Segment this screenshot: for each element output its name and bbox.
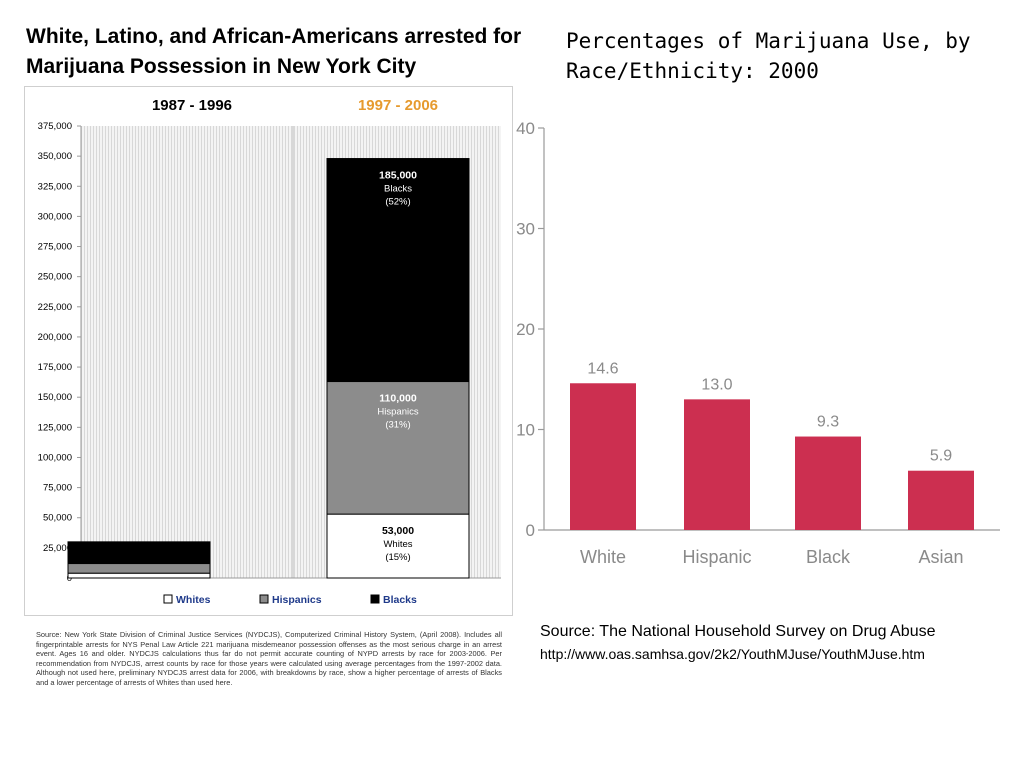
y-tick-label: 30 (516, 220, 535, 239)
bar-segment-blacks (326, 158, 470, 383)
period-label: 1987 - 1996 (152, 97, 232, 114)
marijuana-use-bar-chart: 0 10 20 30 40 14.6 White 13.0 Hispanic 9.3 Black 5… (516, 119, 1000, 567)
bar-asian (908, 470, 974, 530)
y-tick-label: 0 (526, 521, 535, 540)
y-tick-label: 50,000 (43, 513, 72, 524)
y-tick-label: 150,000 (38, 392, 72, 403)
y-tick-label: 200,000 (38, 332, 72, 343)
bar-segment-whites (326, 513, 470, 579)
arrests-source-note: Source: New York State Division of Crimi… (36, 630, 502, 687)
segment-annotation: Whites (383, 539, 412, 550)
y-tick-label: 275,000 (38, 242, 72, 253)
y-tick-label: 175,000 (38, 362, 72, 373)
x-tick-label: Asian (918, 547, 963, 567)
y-tick-label: 10 (516, 421, 535, 440)
y-tick-label: 300,000 (38, 211, 72, 222)
segment-annotation: (31%) (385, 420, 410, 431)
use-source-url[interactable]: http://www.oas.samhsa.gov/2k2/YouthMJuse… (540, 646, 925, 662)
period-label: 1997 - 2006 (358, 97, 438, 114)
x-tick-label: Black (806, 547, 851, 567)
segment-annotation: Blacks (384, 184, 412, 195)
use-source-note: Source: The National Household Survey on… (540, 623, 936, 640)
y-tick-label: 325,000 (38, 181, 72, 192)
y-tick-label: 20 (516, 320, 535, 339)
legend-swatch-blacks (370, 594, 380, 604)
legend-swatch-whites (163, 594, 173, 604)
y-tick-label: 25,000 (43, 543, 72, 554)
y-tick-label: 75,000 (43, 483, 72, 494)
bar-value-label: 5.9 (930, 448, 952, 465)
bar-hispanic (684, 399, 750, 530)
y-tick-label: 375,000 (38, 121, 72, 132)
right-chart-title: Percentages of Marijuana Use, by Race/Et… (566, 29, 971, 83)
bar-segment-hispanics (67, 563, 211, 574)
y-tick-label: 250,000 (38, 272, 72, 283)
left-chart-title: White, Latino, and African-Americans arr… (26, 25, 522, 78)
arrests-stacked-bar-chart: 025,00050,00075,000100,000125,000150,000… (38, 97, 501, 606)
segment-annotation: 185,000 (379, 170, 417, 182)
bar-value-label: 14.6 (587, 360, 618, 377)
y-tick-label: 100,000 (38, 452, 72, 463)
y-tick-label: 125,000 (38, 422, 72, 433)
bar-segment-blacks (67, 541, 211, 565)
segment-annotation: (52%) (385, 197, 410, 208)
x-tick-label: White (580, 547, 626, 567)
bar-value-label: 13.0 (701, 376, 732, 393)
segment-annotation: (15%) (385, 552, 410, 563)
bar-white (570, 383, 636, 530)
legend-label-blacks: Blacks (383, 594, 417, 606)
bar-black (795, 436, 861, 530)
segment-annotation: 110,000 (379, 393, 417, 405)
legend-label-hispanics: Hispanics (272, 594, 322, 606)
y-tick-label: 225,000 (38, 302, 72, 313)
bar-segment-hispanics (326, 381, 470, 515)
x-tick-label: Hispanic (682, 547, 751, 567)
legend-swatch-hispanics (259, 594, 269, 604)
legend-label-whites: Whites (176, 594, 211, 606)
segment-annotation: Hispanics (377, 407, 418, 418)
bar-segment-whites (67, 572, 211, 579)
bar-value-label: 9.3 (817, 414, 839, 431)
y-tick-label: 350,000 (38, 151, 72, 162)
segment-annotation: 53,000 (382, 525, 414, 537)
y-tick-label: 40 (516, 119, 535, 138)
